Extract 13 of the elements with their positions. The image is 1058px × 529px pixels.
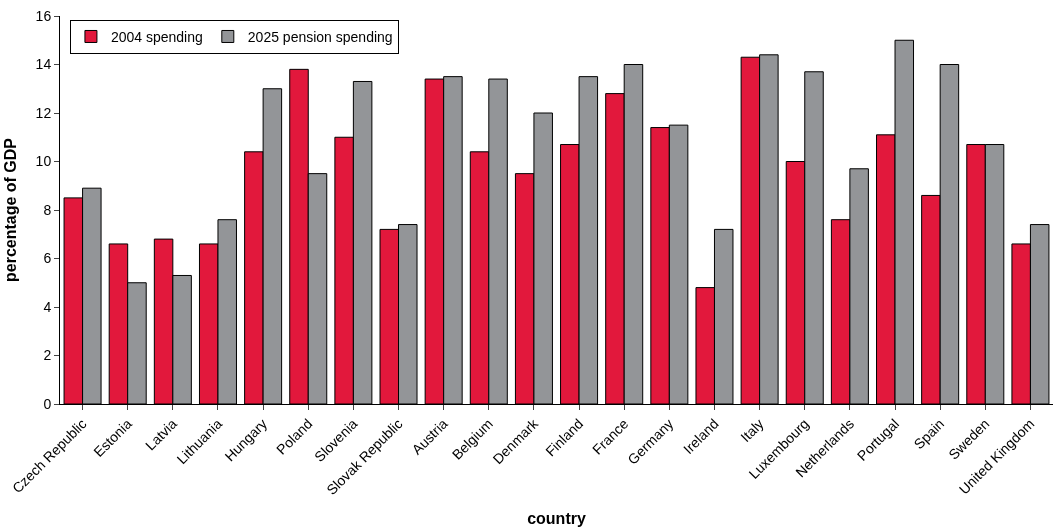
y-tick-label: 2 <box>43 347 52 364</box>
y-tick-label: 8 <box>43 201 52 218</box>
y-tick-label: 4 <box>43 298 52 315</box>
y-tick-label: 6 <box>43 250 52 267</box>
y-tick-label: 16 <box>35 7 52 24</box>
legend-label: 2025 pension spending <box>247 28 393 45</box>
x-axis-title: country <box>527 509 586 527</box>
legend-label: 2004 spending <box>110 28 203 45</box>
y-tick-label: 10 <box>35 153 52 170</box>
y-tick-label: 14 <box>35 56 52 73</box>
y-tick-label: 12 <box>35 104 52 121</box>
y-tick-label: 0 <box>43 395 52 412</box>
y-axis-title: percentage of GDP <box>1 137 19 283</box>
